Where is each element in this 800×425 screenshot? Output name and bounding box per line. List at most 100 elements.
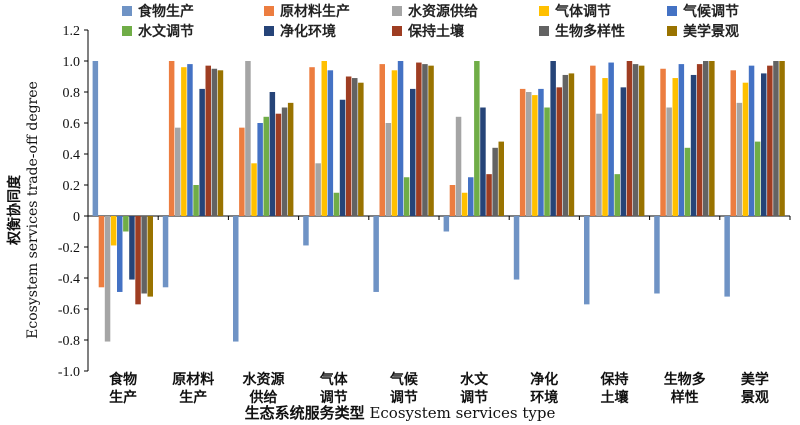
- bar: [251, 163, 257, 216]
- bar: [141, 216, 147, 294]
- bar: [584, 216, 590, 305]
- bar: [614, 174, 620, 216]
- legend-swatch: [667, 26, 677, 36]
- bar: [748, 65, 755, 217]
- x-axis-title-en: Ecosystem services type: [369, 404, 556, 422]
- legend-item: 气体调节: [539, 2, 611, 20]
- bar: [443, 216, 450, 232]
- x-category-label: 生物多: [664, 371, 706, 388]
- legend-label: 美学景观: [683, 24, 739, 40]
- x-category-label: 景观: [741, 390, 769, 406]
- legend-label: 原材料生产: [280, 4, 350, 20]
- x-axis-title: 生态系统服务类型 Ecosystem services type: [0, 402, 800, 423]
- bar: [168, 61, 175, 216]
- bar: [263, 116, 269, 216]
- bar: [379, 64, 385, 216]
- bar: [403, 177, 410, 216]
- bar: [92, 61, 99, 216]
- x-category-label: 食物: [109, 371, 137, 388]
- legend-item: 美学景观: [667, 22, 739, 40]
- bar: [110, 216, 117, 246]
- y-tick-label: 0.8: [63, 86, 81, 101]
- legend-swatch: [392, 26, 402, 36]
- bar: [556, 87, 562, 216]
- x-category-label: 样性: [671, 389, 699, 406]
- bar: [736, 102, 743, 216]
- y-tick-label: -1.0: [58, 365, 80, 380]
- bar: [544, 107, 550, 216]
- bar: [638, 65, 645, 217]
- legend-label: 保持土壤: [408, 24, 464, 40]
- bar: [339, 99, 346, 216]
- bar: [199, 88, 205, 216]
- bar: [526, 92, 532, 216]
- legend-label: 净化环境: [280, 24, 336, 40]
- bar: [513, 216, 520, 280]
- bar: [257, 123, 263, 216]
- bar: [162, 216, 169, 288]
- legend-swatch: [667, 6, 677, 16]
- legend-item: 原材料生产: [264, 2, 350, 20]
- x-category-label: 调节: [390, 389, 418, 406]
- bar: [632, 64, 639, 216]
- bar: [345, 76, 352, 216]
- bar: [275, 113, 282, 216]
- bar: [211, 68, 218, 216]
- bar: [538, 88, 544, 216]
- y-tick-label: -0.8: [58, 334, 80, 349]
- x-category-label: 土壤: [601, 389, 630, 406]
- bar: [397, 61, 404, 216]
- bar: [135, 216, 141, 305]
- bar: [761, 73, 767, 217]
- bar: [181, 67, 187, 216]
- bar: [410, 88, 416, 216]
- legend-item: 水资源供给: [392, 2, 478, 20]
- bar: [117, 216, 123, 292]
- legend-label: 水资源供给: [408, 4, 478, 20]
- legend-item: 净化环境: [264, 22, 336, 40]
- legend-item: 气候调节: [667, 2, 739, 20]
- bar: [492, 147, 498, 216]
- bar: [684, 147, 691, 216]
- x-category-label: 水文: [460, 371, 489, 388]
- bar: [602, 78, 608, 216]
- x-category-label: 气候: [389, 371, 419, 388]
- bar: [626, 61, 633, 216]
- bar: [498, 141, 504, 216]
- bar: [754, 141, 761, 216]
- bar: [352, 78, 358, 216]
- legend-swatch: [392, 6, 402, 16]
- bar: [672, 78, 678, 216]
- bar: [373, 216, 379, 292]
- legend-swatch: [122, 6, 132, 16]
- bar: [703, 61, 709, 216]
- legend-swatch: [122, 26, 132, 36]
- bar: [709, 61, 715, 216]
- bar: [474, 61, 480, 216]
- bar: [416, 62, 422, 216]
- legend-item: 保持土壤: [392, 22, 464, 40]
- bar: [187, 64, 193, 216]
- bar: [233, 216, 239, 342]
- bar: [666, 107, 672, 216]
- legend-swatch: [264, 26, 274, 36]
- bar: [104, 216, 111, 342]
- bar: [321, 61, 327, 216]
- bar: [696, 64, 703, 216]
- bar: [773, 61, 779, 216]
- bar: [486, 174, 492, 216]
- bar: [608, 62, 614, 216]
- bar: [562, 74, 569, 216]
- bar: [678, 64, 685, 216]
- bar: [596, 113, 602, 216]
- y-tick-label: 0: [73, 210, 80, 225]
- x-category-label: 生产: [179, 389, 207, 406]
- bar: [391, 70, 398, 216]
- legend-label: 生物多样性: [555, 24, 625, 40]
- bar: [550, 61, 556, 216]
- bar: [690, 74, 697, 216]
- legend-item: 生物多样性: [539, 22, 625, 40]
- x-axis-title-cn: 生态系统服务类型: [244, 404, 365, 422]
- y-tick-label: -0.4: [58, 272, 80, 287]
